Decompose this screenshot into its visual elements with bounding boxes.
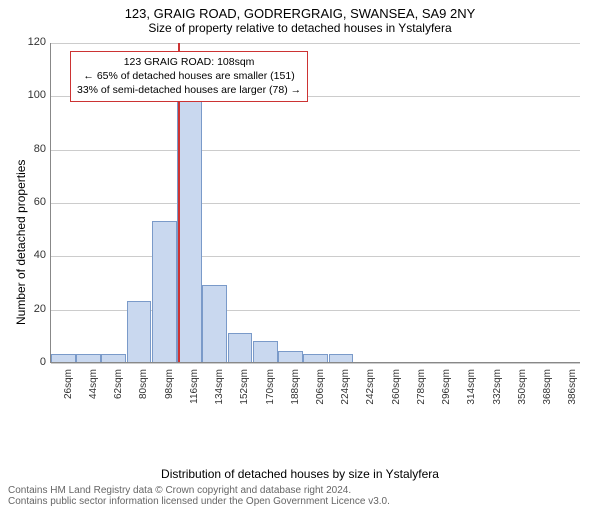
gridline xyxy=(51,203,580,204)
x-tick-label: 152sqm xyxy=(239,369,250,419)
footer-line-1: Contains HM Land Registry data © Crown c… xyxy=(8,485,592,496)
y-tick-label: 0 xyxy=(18,356,46,368)
gridline xyxy=(51,256,580,257)
x-axis-label: Distribution of detached houses by size … xyxy=(0,467,600,481)
histogram-bar xyxy=(202,285,227,362)
x-tick-label: 170sqm xyxy=(265,369,276,419)
x-tick-label: 332sqm xyxy=(492,369,503,419)
histogram-bar xyxy=(177,101,202,362)
x-tick-label: 278sqm xyxy=(416,369,427,419)
y-tick-label: 80 xyxy=(18,143,46,155)
x-tick-label: 386sqm xyxy=(567,369,578,419)
info-box-line: 33% of semi-detached houses are larger (… xyxy=(77,83,301,97)
x-tick-label: 98sqm xyxy=(164,369,175,419)
y-tick-label: 20 xyxy=(18,303,46,315)
gridline xyxy=(51,150,580,151)
x-tick-label: 188sqm xyxy=(290,369,301,419)
gridline xyxy=(51,363,580,364)
y-tick-label: 40 xyxy=(18,249,46,261)
histogram-bar xyxy=(253,341,278,362)
x-tick-label: 206sqm xyxy=(315,369,326,419)
footer-attribution: Contains HM Land Registry data © Crown c… xyxy=(0,481,600,511)
histogram-bar xyxy=(278,351,303,362)
histogram-bar xyxy=(76,354,101,362)
y-tick-label: 120 xyxy=(18,36,46,48)
chart-title: 123, GRAIG ROAD, GODRERGRAIG, SWANSEA, S… xyxy=(0,0,600,21)
y-axis-label: Number of detached properties xyxy=(14,160,28,325)
x-tick-label: 80sqm xyxy=(138,369,149,419)
info-box-line: 123 GRAIG ROAD: 108sqm xyxy=(77,55,301,69)
histogram-bar xyxy=(152,221,177,362)
gridline xyxy=(51,43,580,44)
x-tick-label: 116sqm xyxy=(189,369,200,419)
x-tick-label: 224sqm xyxy=(340,369,351,419)
x-tick-label: 368sqm xyxy=(542,369,553,419)
x-tick-label: 134sqm xyxy=(214,369,225,419)
histogram-bar xyxy=(228,333,253,362)
histogram-bar xyxy=(303,354,328,362)
footer-line-2: Contains public sector information licen… xyxy=(8,496,592,507)
histogram-bar xyxy=(51,354,76,362)
y-tick-label: 60 xyxy=(18,196,46,208)
x-tick-label: 260sqm xyxy=(391,369,402,419)
histogram-bar xyxy=(101,354,126,362)
info-box: 123 GRAIG ROAD: 108sqm← 65% of detached … xyxy=(70,51,308,102)
x-tick-label: 44sqm xyxy=(88,369,99,419)
chart-area: Number of detached properties 0 20 40 60 80 1… xyxy=(0,35,600,425)
x-tick-label: 350sqm xyxy=(517,369,528,419)
x-tick-label: 296sqm xyxy=(441,369,452,419)
x-tick-label: 62sqm xyxy=(113,369,124,419)
x-tick-label: 242sqm xyxy=(365,369,376,419)
y-tick-label: 100 xyxy=(18,89,46,101)
histogram-bar xyxy=(329,354,354,362)
info-box-line: ← 65% of detached houses are smaller (15… xyxy=(77,69,301,83)
histogram-bar xyxy=(127,301,152,362)
x-tick-label: 314sqm xyxy=(466,369,477,419)
x-tick-label: 26sqm xyxy=(63,369,74,419)
chart-subtitle: Size of property relative to detached ho… xyxy=(0,21,600,35)
